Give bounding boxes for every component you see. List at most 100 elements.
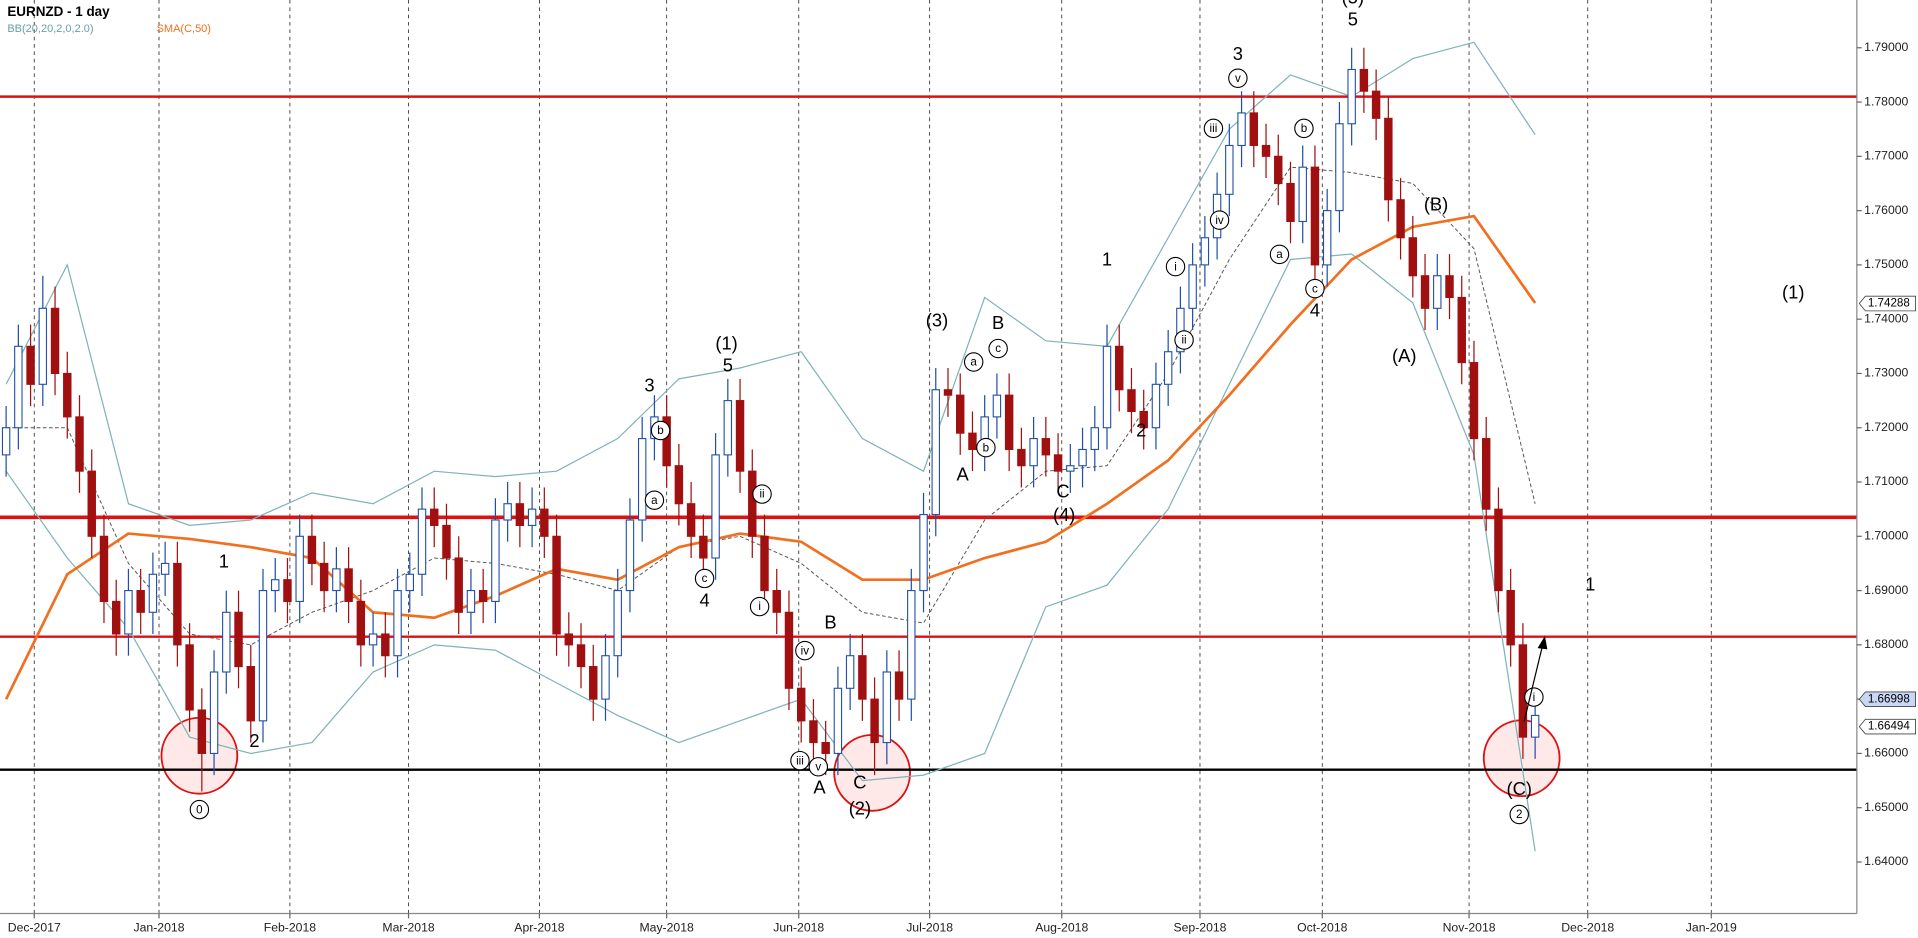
wave-circle (1174, 330, 1194, 350)
candle-body (613, 590, 622, 657)
candle-body (992, 394, 1002, 418)
wave-circle (1203, 118, 1224, 139)
candle-body (1457, 296, 1466, 364)
candle-body (576, 644, 586, 668)
candle-body (209, 671, 219, 754)
candle-body (711, 454, 720, 559)
chart-title: EURNZD - 1 day (7, 4, 110, 19)
candle-body (540, 508, 549, 537)
candle-body (246, 666, 255, 722)
wave-label: c (995, 342, 1001, 355)
price-tag (1858, 295, 1916, 312)
legend-entry: BB(20,20,2,0,2.0) (7, 23, 93, 35)
candle-body (1, 427, 11, 456)
candle-body (1322, 210, 1332, 266)
y-tick-label: 1.72000 (1864, 420, 1908, 434)
candle-body (124, 590, 133, 635)
candle-body (1041, 438, 1051, 456)
candle-body (38, 307, 48, 385)
wave-label: (3) (926, 309, 948, 330)
y-tick-label: 1.64000 (1864, 854, 1908, 868)
wave-circle (189, 799, 210, 820)
wave-circle (963, 352, 984, 372)
wave-circle (694, 568, 715, 589)
candle-body (1481, 438, 1491, 510)
wave-label: v (815, 760, 821, 773)
x-tick-label: Oct-2018 (1297, 920, 1347, 934)
wave-label: 0 (196, 803, 202, 816)
candle-body (1433, 275, 1442, 309)
wave-label: c (1312, 282, 1318, 295)
legend-entry: SMA(C,50) (157, 23, 211, 35)
candle-body (527, 508, 537, 526)
y-tick-label: 1.79000 (1864, 40, 1908, 54)
overlays-layer (4, 41, 1537, 852)
wave-circle (795, 640, 815, 661)
candle-body (1347, 68, 1356, 125)
candle-body (283, 579, 292, 602)
candle-body (943, 389, 953, 396)
wave-label: b (657, 424, 663, 437)
candle-body (552, 535, 561, 635)
x-tick-label: Sep-2018 (1173, 920, 1226, 934)
wave-label: c (702, 572, 708, 585)
y-tick-label: 1.66000 (1864, 746, 1908, 760)
candle-body (1053, 454, 1063, 472)
candle-body (1506, 590, 1515, 646)
candle-body (368, 633, 378, 646)
candle-body (1188, 264, 1197, 309)
x-tick-label: Nov-2018 (1443, 920, 1496, 934)
candle-body (1237, 112, 1246, 147)
price-tag (1858, 718, 1916, 735)
candle-body (589, 666, 598, 700)
y-tick-label: 1.68000 (1864, 637, 1908, 651)
candle-body (735, 400, 745, 472)
candle-body (809, 720, 818, 744)
candle-body (381, 633, 390, 657)
wave-label: 1 (219, 550, 229, 571)
candle-body (1151, 383, 1161, 429)
y-tick-label: 1.71000 (1864, 474, 1908, 488)
y-tick-label: 1.73000 (1864, 366, 1908, 380)
candle-body (1029, 438, 1038, 467)
candle-body (515, 503, 525, 526)
candle-body (295, 535, 304, 602)
x-tick-label: Jan-2019 (1686, 920, 1737, 934)
y-tick-label: 1.65000 (1864, 800, 1908, 814)
wave-circle (1165, 256, 1186, 277)
wave-label: 1 (1102, 248, 1112, 269)
candle-body (870, 698, 879, 744)
candle-body (75, 416, 84, 472)
wave-label: 2 (249, 730, 259, 751)
x-tick-label: Jun-2018 (773, 920, 824, 934)
candles-layer (1, 47, 1540, 792)
wave-label: iii (1210, 122, 1218, 135)
candle-body (99, 535, 109, 602)
candle-body (1139, 410, 1148, 429)
candle-body (1408, 237, 1418, 277)
candle-body (1225, 144, 1234, 195)
candle-body (1310, 166, 1320, 266)
candle-body (1298, 166, 1307, 223)
candle-body (845, 655, 855, 689)
candle-body (197, 709, 207, 754)
wave-circle (1294, 118, 1314, 139)
x-tick-label: Dec-2017 (8, 920, 61, 934)
candle-body (748, 470, 757, 537)
wave-label: (2) (849, 797, 871, 818)
candle-body (833, 687, 843, 754)
candle-body (772, 590, 781, 613)
candle-body (1420, 275, 1430, 309)
wave-label: (1) (1782, 281, 1804, 302)
wave-circle (1209, 210, 1230, 230)
price-tag (1858, 691, 1916, 708)
wave-circle (988, 338, 1008, 359)
bb-upper (5, 41, 1536, 526)
wave-label: a (970, 356, 977, 369)
candle-body (723, 400, 733, 456)
wave-label: iii (796, 754, 804, 767)
candle-body (858, 655, 867, 700)
candle-body (882, 671, 892, 744)
wave-label: A (813, 777, 826, 798)
wave-label: ii (759, 488, 764, 501)
